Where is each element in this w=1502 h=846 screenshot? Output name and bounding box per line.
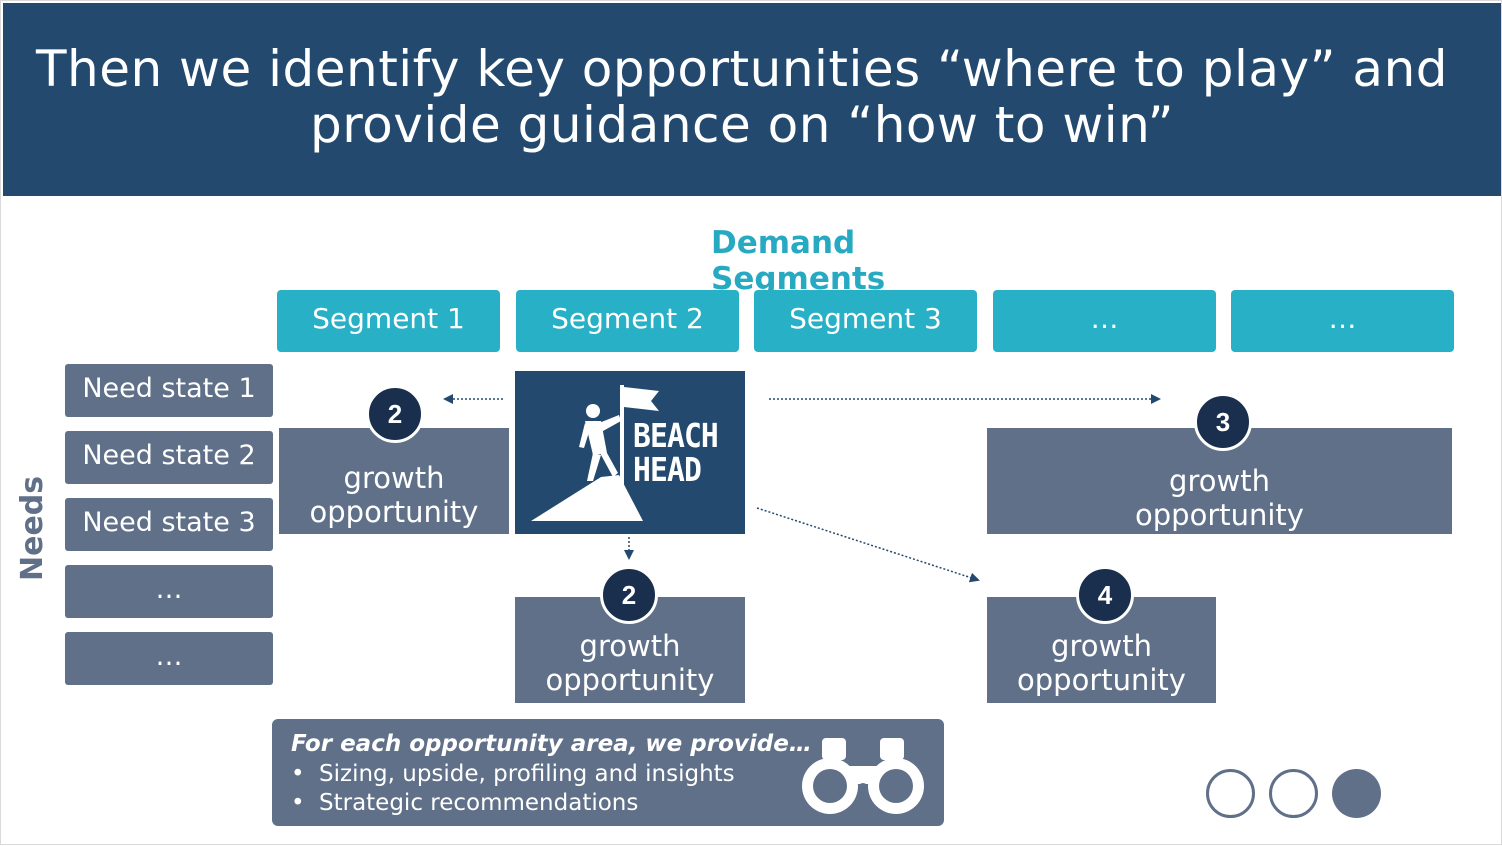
segment-3-box: Segment 3 (754, 290, 977, 352)
opportunity-line1: growth (1169, 464, 1270, 498)
need-state-4-box: … (65, 565, 273, 618)
opportunity-badge-4: 4 (1076, 566, 1134, 624)
segment-5-box: … (1231, 290, 1454, 352)
bullet-marker: • (291, 761, 305, 787)
progress-dot-1 (1206, 769, 1255, 818)
opportunity-line1: growth (343, 461, 445, 495)
beachhead-line1: BEACH (633, 416, 719, 455)
info-bullet-2: • Strategic recommendations (291, 790, 638, 816)
beachhead-line2: HEAD (633, 450, 702, 489)
slide-title: Then we identify key opportunities “wher… (35, 40, 1448, 154)
opportunity-badge-2-left: 2 (366, 385, 424, 443)
bullet-marker: • (291, 790, 305, 816)
opportunity-badge-3: 3 (1194, 393, 1252, 451)
opportunity-badge-2-below: 2 (600, 566, 658, 624)
info-panel: For each opportunity area, we provide… •… (272, 719, 944, 826)
info-title: For each opportunity area, we provide… (291, 731, 812, 757)
progress-dot-3-active (1332, 769, 1381, 818)
arrow-diagonal (756, 507, 980, 583)
title-banner: Then we identify key opportunities “wher… (3, 3, 1501, 196)
binoculars-icon (802, 738, 924, 814)
need-state-5-box: … (65, 632, 273, 685)
climber-flag-icon (531, 385, 659, 521)
growth-opportunity-left: growth opportunity (279, 428, 509, 534)
opportunity-line1: growth (579, 629, 681, 663)
segment-4-box: … (993, 290, 1216, 352)
segment-1-box: Segment 1 (277, 290, 500, 352)
info-bullet-1: • Sizing, upside, profiling and insights (291, 761, 735, 787)
beachhead-box: BEACH HEAD (515, 371, 745, 534)
opportunity-line1: growth (1051, 629, 1152, 663)
opportunity-line2: opportunity (1017, 663, 1186, 697)
info-bullet-text: Sizing, upside, profiling and insights (319, 761, 735, 787)
need-state-2-box: Need state 2 (65, 431, 273, 484)
need-state-3-box: Need state 3 (65, 498, 273, 551)
opportunity-line2: opportunity (545, 663, 715, 697)
need-state-1-box: Need state 1 (65, 364, 273, 417)
progress-dot-2 (1269, 769, 1318, 818)
growth-opportunity-below: growth opportunity (515, 597, 745, 703)
segment-2-box: Segment 2 (516, 290, 739, 352)
opportunity-line2: opportunity (1135, 498, 1304, 532)
info-bullet-text: Strategic recommendations (319, 790, 639, 816)
opportunity-line2: opportunity (309, 495, 479, 529)
